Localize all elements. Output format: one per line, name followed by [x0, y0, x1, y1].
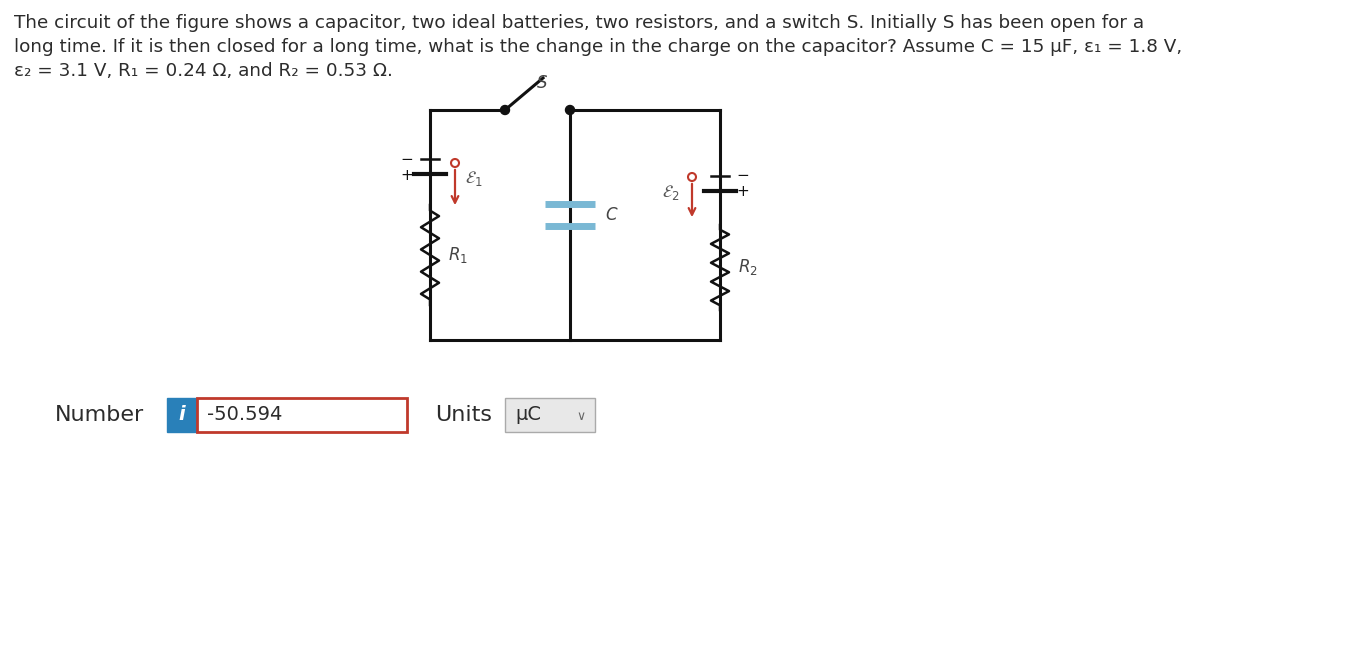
Text: μC: μC [514, 406, 542, 424]
Text: −: − [736, 168, 750, 183]
Circle shape [501, 106, 509, 114]
Circle shape [689, 173, 695, 181]
Text: S: S [538, 74, 547, 92]
Text: +: + [400, 168, 414, 182]
Text: i: i [178, 406, 185, 424]
Text: $R_1$: $R_1$ [448, 245, 468, 265]
Text: Units: Units [436, 405, 491, 425]
Text: long time. If it is then closed for a long time, what is the change in the charg: long time. If it is then closed for a lo… [14, 38, 1183, 56]
Text: −: − [400, 151, 414, 167]
Text: $C$: $C$ [606, 206, 618, 224]
Circle shape [450, 159, 459, 167]
Text: +: + [736, 185, 750, 200]
Text: ∨: ∨ [577, 411, 585, 424]
Text: $\mathcal{E}_2$: $\mathcal{E}_2$ [663, 182, 680, 202]
Text: $\mathcal{E}_1$: $\mathcal{E}_1$ [465, 168, 483, 187]
Circle shape [566, 106, 574, 114]
Text: Number: Number [54, 405, 144, 425]
FancyBboxPatch shape [167, 398, 197, 432]
Text: The circuit of the figure shows a capacitor, two ideal batteries, two resistors,: The circuit of the figure shows a capaci… [14, 14, 1145, 32]
Text: $R_2$: $R_2$ [738, 257, 758, 277]
FancyBboxPatch shape [197, 398, 407, 432]
FancyBboxPatch shape [505, 398, 595, 432]
Text: ε₂ = 3.1 V, R₁ = 0.24 Ω, and R₂ = 0.53 Ω.: ε₂ = 3.1 V, R₁ = 0.24 Ω, and R₂ = 0.53 Ω… [14, 62, 393, 80]
Text: -50.594: -50.594 [207, 406, 282, 424]
